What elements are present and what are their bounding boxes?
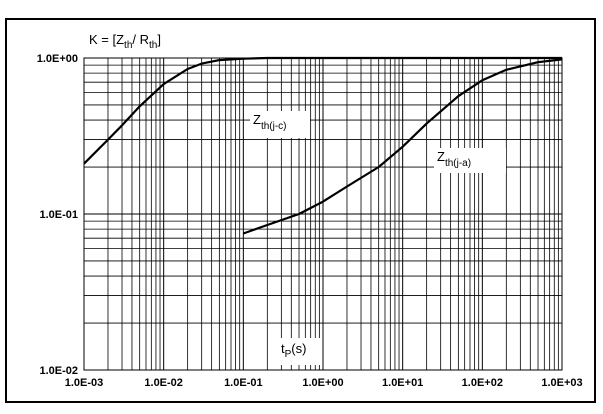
x-tick-label: 1.0E+00 <box>302 377 343 389</box>
series-line-zth-ja <box>242 58 563 235</box>
x-tick-label: 1.0E+02 <box>462 377 503 389</box>
grid <box>83 58 562 371</box>
series-label-jc: Zth(j-c) <box>253 112 287 132</box>
x-axis-label: tP(s) <box>281 341 306 360</box>
y-tick-label: 1.0E-02 <box>39 365 78 377</box>
y-axis-label: K = [Zth/ Rth] <box>89 32 161 51</box>
series-layer <box>83 56 563 235</box>
series-label-bg-ja <box>434 148 506 173</box>
x-tick-label: 1.0E+03 <box>541 377 582 389</box>
y-tick-label: 1.0E+00 <box>37 53 78 65</box>
x-tick-label: 1.0E-03 <box>65 377 104 389</box>
x-tick-label: 1.0E+01 <box>382 377 423 389</box>
series-label-ja: Zth(j-a) <box>437 149 471 169</box>
y-tick-label: 1.0E-01 <box>39 209 78 221</box>
chart-frame <box>5 18 596 403</box>
x-tick-label: 1.0E-02 <box>144 377 183 389</box>
x-tick-label: 1.0E-01 <box>224 377 263 389</box>
series-label-bg-jc <box>250 111 310 138</box>
series-line-zth-jc <box>83 56 562 165</box>
tick-labels: 1.0E-03 1.0E-02 1.0E-01 1.0E+00 1.0E+01 1.0E+… <box>37 53 583 389</box>
x-axis-label-bg <box>278 338 320 365</box>
